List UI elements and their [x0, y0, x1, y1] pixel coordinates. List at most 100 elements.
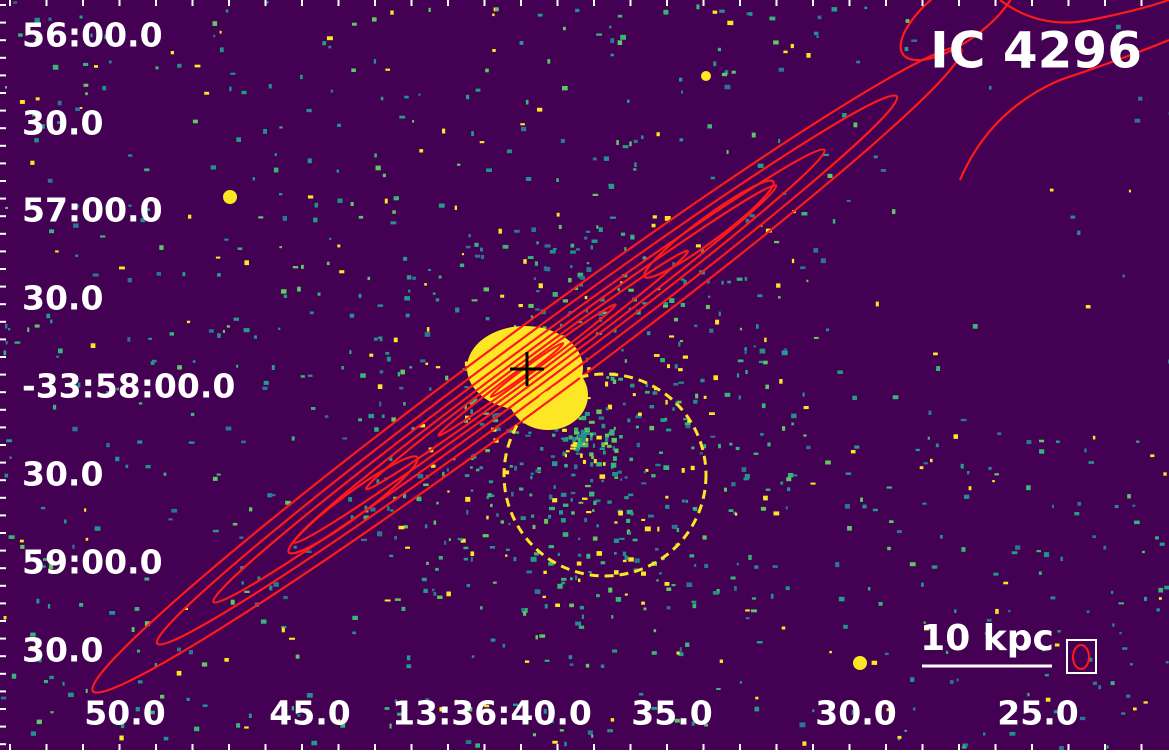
- speckle: [737, 373, 739, 377]
- speckle: [740, 681, 742, 684]
- speckle: [742, 467, 747, 472]
- speckle: [152, 360, 157, 363]
- speckle: [585, 296, 588, 299]
- speckle: [597, 551, 603, 556]
- speckle: [614, 521, 617, 523]
- speckle: [475, 255, 480, 258]
- speckle: [816, 36, 819, 38]
- speckle: [709, 329, 713, 333]
- speckle: [360, 373, 366, 378]
- speckle: [655, 548, 659, 551]
- title: IC 4296: [930, 22, 1142, 80]
- speckle: [860, 498, 863, 502]
- speckle: [708, 296, 710, 298]
- speckle: [829, 651, 832, 653]
- speckle: [590, 437, 593, 441]
- speckle: [629, 141, 631, 146]
- speckle: [644, 471, 646, 473]
- speckle: [691, 447, 694, 450]
- speckle: [665, 582, 670, 586]
- speckle: [466, 95, 469, 100]
- x-label: 35.0: [631, 694, 712, 733]
- speckle: [686, 426, 691, 428]
- speckle: [739, 396, 741, 400]
- speckle: [625, 556, 629, 560]
- speckle: [480, 423, 485, 426]
- speckle: [889, 520, 894, 523]
- speckle: [828, 174, 833, 178]
- speckle: [704, 396, 707, 399]
- speckle: [159, 245, 163, 250]
- speckle: [213, 530, 219, 533]
- speckle: [813, 248, 818, 253]
- speckle: [484, 287, 490, 291]
- speckle: [465, 497, 470, 502]
- speckle: [348, 497, 352, 502]
- speckle: [1129, 190, 1131, 193]
- speckle: [349, 350, 351, 354]
- speckle: [718, 48, 721, 51]
- speckle: [485, 69, 489, 73]
- speckle: [533, 525, 536, 529]
- speckle: [279, 246, 282, 248]
- speckle: [633, 539, 638, 542]
- speckle: [629, 458, 633, 462]
- speckle: [634, 162, 636, 167]
- speckle: [328, 46, 331, 49]
- speckle: [549, 507, 555, 510]
- speckle: [337, 124, 341, 127]
- speckle: [620, 478, 622, 480]
- speckle: [1093, 436, 1095, 440]
- speckle: [1061, 557, 1063, 561]
- speckle: [713, 61, 716, 66]
- speckle: [570, 663, 574, 665]
- speckle: [851, 450, 856, 453]
- x-label: 30.0: [815, 694, 896, 733]
- speckle: [119, 267, 125, 270]
- speckle: [737, 563, 739, 566]
- speckle: [911, 40, 917, 43]
- speckle: [476, 89, 481, 92]
- speckle: [587, 428, 590, 432]
- speckle: [549, 495, 553, 500]
- speckle: [202, 662, 207, 666]
- speckle: [528, 432, 531, 434]
- speckle: [231, 600, 235, 605]
- speckle: [269, 586, 272, 591]
- speckle: [462, 253, 464, 255]
- speckle: [763, 496, 768, 501]
- speckle: [543, 596, 546, 598]
- speckle: [839, 597, 845, 602]
- speckle: [6, 341, 8, 345]
- speckle: [754, 453, 759, 455]
- speckle: [727, 150, 729, 154]
- speckle: [590, 462, 593, 467]
- speckle: [270, 494, 276, 496]
- speckle: [342, 438, 347, 440]
- speckle: [814, 337, 819, 339]
- speckle: [436, 502, 438, 505]
- speckle: [1045, 674, 1049, 677]
- speckle: [429, 8, 431, 12]
- speckle: [83, 63, 88, 66]
- speckle: [690, 554, 695, 557]
- speckle: [439, 204, 445, 208]
- speckle: [562, 86, 568, 90]
- speckle: [653, 391, 658, 395]
- speckle: [119, 736, 123, 741]
- speckle: [1112, 623, 1114, 626]
- speckle: [544, 519, 548, 524]
- speckle: [437, 596, 443, 599]
- speckle: [669, 335, 674, 337]
- speckle: [570, 251, 576, 254]
- speckle: [581, 437, 586, 442]
- speckle: [967, 471, 969, 474]
- speckle: [48, 179, 53, 183]
- speckle: [135, 607, 140, 611]
- speckle: [361, 539, 367, 541]
- speckle: [591, 245, 593, 249]
- speckle: [432, 589, 434, 592]
- speckle: [757, 294, 762, 297]
- speckle: [847, 526, 852, 531]
- speckle: [601, 442, 605, 447]
